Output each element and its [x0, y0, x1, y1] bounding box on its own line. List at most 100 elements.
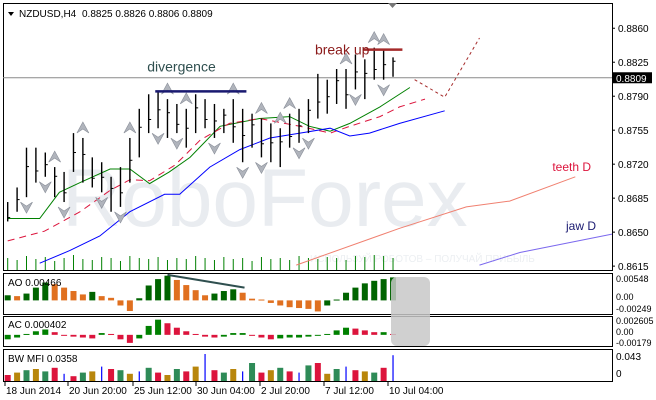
jaw-d-line [479, 233, 613, 266]
mfi-bar [361, 371, 368, 381]
ao-bar [61, 287, 68, 301]
ac-bar [352, 328, 359, 335]
ao-bar [98, 296, 105, 301]
ao-bar [136, 298, 143, 301]
time-tick-label: 18 Jun 2014 [6, 386, 61, 397]
ao-tick-zero: 0.00 [616, 292, 634, 302]
mfi-tick-max: 0.043 [616, 352, 641, 363]
mfi-bar [352, 370, 359, 381]
ac-bar [51, 332, 58, 335]
ac-bar [70, 334, 77, 337]
ac-bar [220, 334, 227, 337]
collapse-triangle-icon[interactable] [8, 12, 14, 16]
mfi-bar [183, 371, 190, 381]
teeth-line [7, 98, 426, 242]
mfi-bar [380, 367, 387, 381]
price-tick-label: 0.8790 [618, 92, 649, 103]
mfi-bar [126, 373, 133, 381]
fractal-down-arrow-icon [292, 147, 306, 160]
fractal-up-arrow-icon [76, 121, 90, 134]
mfi-bar [14, 372, 21, 381]
mfi-bar [267, 370, 274, 381]
volume-bars [7, 255, 394, 270]
ao-bar [343, 292, 350, 301]
lips-line [7, 87, 411, 219]
ao-bar [277, 300, 284, 306]
fractal-down-arrow-icon [349, 94, 362, 107]
time-tick-label: 20 Jun 20:00 [69, 386, 127, 397]
ac-histogram [4, 319, 397, 343]
ao-bar [333, 299, 340, 301]
ac-bar [258, 334, 265, 338]
ac-bar [371, 332, 378, 335]
chart-shift-marker-icon[interactable] [388, 3, 397, 8]
fractal-down-arrow-icon [20, 201, 33, 214]
mfi-bar [277, 367, 284, 381]
ac-bar [164, 323, 171, 335]
teeth-d-label: teeth D [552, 160, 591, 174]
ao-bar [361, 283, 368, 301]
ac-bar [183, 331, 190, 335]
ac-bar [108, 333, 115, 335]
fractal-up-arrow-icon [123, 121, 137, 134]
mfi-bar [286, 371, 293, 381]
price-tick-label: 0.8615 [618, 262, 649, 273]
symbol-label: NZDUSD,H4 [19, 9, 77, 20]
current-price-box [613, 72, 652, 84]
ac-tick-zero: 0.00 [616, 327, 634, 337]
ac-bar [192, 333, 199, 335]
ao-bar [371, 280, 378, 301]
ac-tick-min: -0.00179 [616, 338, 652, 348]
fractal-up-arrow-icon [377, 32, 390, 45]
ao-tick-max: 0.00548 [616, 274, 649, 284]
fractal-down-arrow-icon [170, 137, 184, 150]
ac-label: AC 0.000402 [8, 320, 67, 331]
ac-bar [32, 331, 39, 335]
ac-bar [202, 334, 209, 337]
mfi-bar [371, 372, 378, 381]
ao-bar [14, 296, 21, 301]
price-tick-label: 0.8860 [618, 24, 649, 35]
break-up-label: break up [315, 42, 370, 58]
ac-bar [296, 334, 303, 338]
ao-bar [108, 297, 115, 301]
mfi-bar [42, 371, 49, 381]
ac-bar [98, 333, 105, 335]
ac-bar [14, 334, 21, 338]
ao-bar [32, 287, 39, 301]
fractal-down-arrow-icon [57, 206, 71, 219]
ao-bar [305, 300, 312, 309]
ao-bar [380, 279, 387, 301]
ac-tick-max: 0.002605 [616, 316, 654, 326]
ac-bar [145, 325, 152, 335]
mfi-bar [258, 372, 265, 381]
jaw-line [39, 110, 445, 264]
fractal-down-arrow-icon [377, 84, 390, 97]
fractal-up-arrow-icon [273, 111, 287, 124]
ao-bar [230, 289, 237, 301]
ao-bar [79, 294, 86, 301]
ao-bar [145, 285, 152, 301]
divergence-label: divergence [147, 58, 216, 74]
ao-bar [4, 295, 11, 301]
ao-tick-min: -0.00249 [616, 304, 652, 314]
mfi-bar [305, 365, 312, 381]
ao-bar [296, 300, 303, 309]
mfi-bar [79, 372, 86, 381]
fractal-down-arrow-icon [114, 211, 127, 224]
mfi-bar [70, 376, 77, 381]
ac-bar [136, 334, 143, 339]
annotations [155, 37, 480, 98]
ao-bar [286, 300, 293, 308]
ao-bar [202, 295, 209, 301]
ac-bar [314, 334, 321, 336]
mfi-bar [145, 367, 152, 381]
ac-bar [173, 327, 180, 335]
ac-bar [23, 333, 30, 335]
ac-bar [126, 334, 133, 343]
mfi-bar [155, 372, 162, 381]
ac-bar [343, 327, 350, 335]
ao-bar [23, 293, 30, 301]
main-panel-frame [3, 3, 613, 271]
ao-bar [155, 279, 162, 301]
